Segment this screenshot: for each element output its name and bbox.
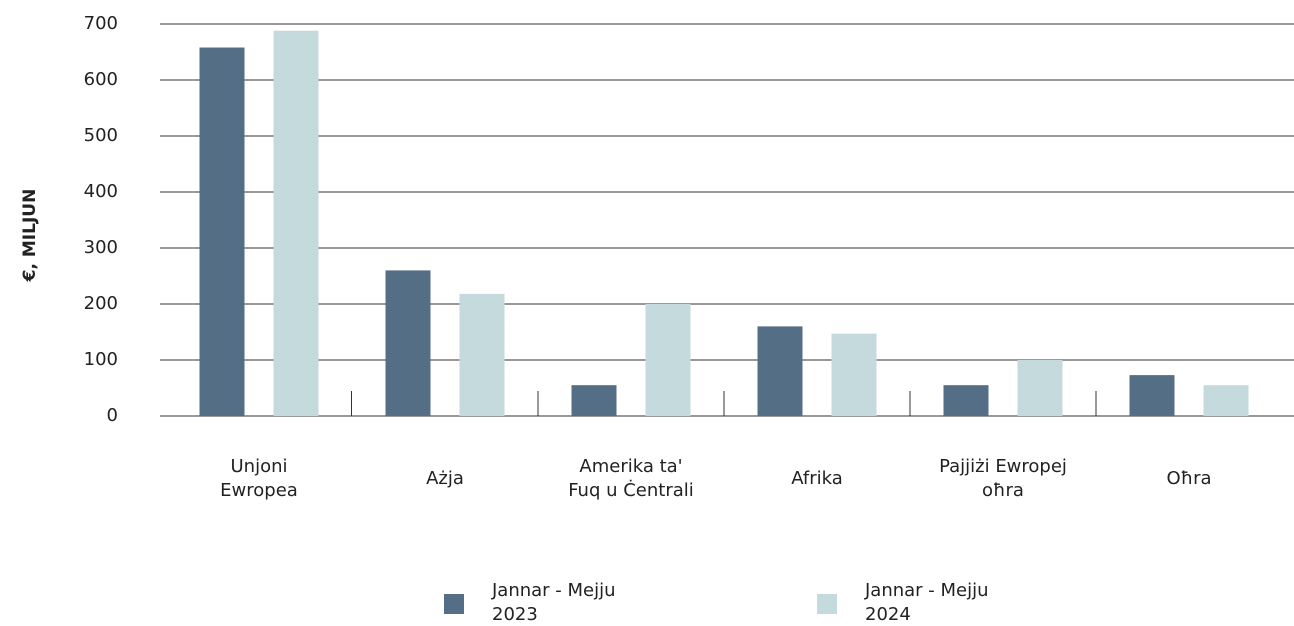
legend-label: Jannar - Mejju 2023 [491,580,616,625]
y-tick-label: 500 [84,125,118,146]
legend-label: Jannar - Mejju 2024 [864,580,989,625]
bar [459,293,505,416]
x-tick-label: Ażja [426,468,464,489]
y-tick-label: 100 [84,349,118,370]
y-tick-label: 700 [84,13,118,34]
x-tick-label: Oħra [1166,468,1211,489]
bar [199,47,245,417]
legend-swatch [817,594,837,614]
y-tick-label: 600 [84,69,118,90]
bar [385,270,431,416]
legend-swatch [444,594,464,614]
bar [757,326,803,416]
bar [1017,360,1063,416]
bar [943,385,989,416]
bar [645,304,691,416]
x-tick-label: Pajjiżi Ewropej oħra [939,456,1067,501]
y-axis-label: €, MILJUN [20,189,40,283]
y-tick-label: 0 [107,405,118,426]
bar [1129,375,1175,416]
bar [1203,385,1249,416]
y-tick-label: 200 [84,293,118,314]
x-tick-label: Unjoni Ewropea [220,456,298,501]
bar [571,385,617,416]
y-tick-label: 300 [84,237,118,258]
y-tick-label: 400 [84,181,118,202]
bar [273,30,319,416]
x-tick-label: Amerika ta' Fuq u Ċentrali [568,456,694,501]
bar [831,333,877,416]
x-tick-label: Afrika [791,468,843,489]
